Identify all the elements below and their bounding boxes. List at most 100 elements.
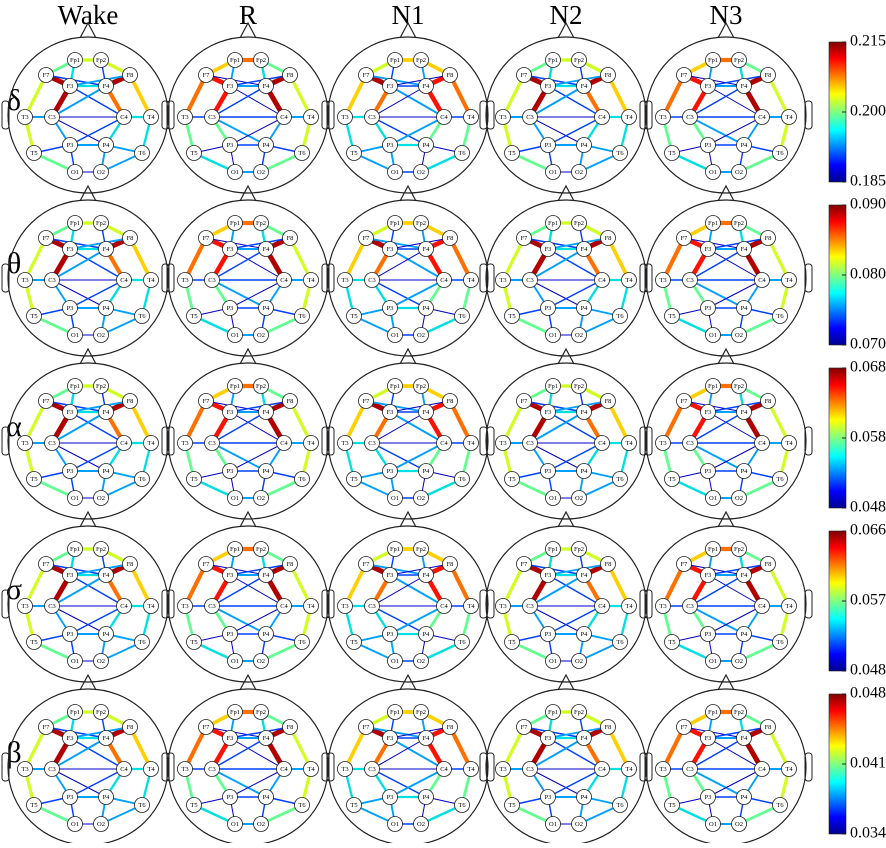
electrode [504,797,520,813]
electrode-label: T5 [508,639,515,646]
electrode [418,463,434,479]
electrode [62,300,78,316]
electrode-label: T4 [307,277,315,284]
column-title: N1 [392,0,425,30]
electrode [705,52,721,68]
head: Fp1 Fp2 F7 F3 F4 F8 T3 C3 C4 T4 T5 P3 P4 T6 O1 O2 [639,510,813,683]
connection [51,605,107,635]
connection [229,442,285,472]
connection [389,279,445,309]
electrode [258,404,274,420]
electrode [676,556,692,572]
electrode [258,241,274,257]
electrode-label: T4 [625,277,633,284]
electrode-label: T5 [190,476,197,483]
electrode [143,435,159,451]
electrode [227,653,243,669]
connection [529,442,585,472]
nose [717,21,735,39]
electrode [576,137,592,153]
colorbar-tick-label: 0.185 [850,173,886,190]
colorbar-tick-label: 0.066 [850,522,886,539]
electrode-label: O2 [417,495,425,502]
electrode [463,109,479,125]
electrode-label: F4 [103,735,111,742]
electrode [655,598,671,614]
electrode-label: O2 [97,332,105,339]
electrode [62,626,78,642]
electrode-label: F7 [681,561,689,568]
electrode-label: Fp1 [230,546,240,553]
electrode-label: O2 [575,169,583,176]
electrode [17,109,33,125]
connection [51,768,107,798]
connection [211,574,267,607]
electrode [358,556,374,572]
electrode [346,634,362,650]
connection [523,400,585,413]
electrode [540,241,556,257]
connection [69,237,131,250]
electrode [17,272,33,288]
electrode [736,78,752,94]
electrode [760,230,776,246]
ear [644,263,653,293]
nose [717,673,735,691]
electrode-label: F4 [423,572,431,579]
head: Fp1 Fp2 F7 F3 F4 F8 T3 C3 C4 T4 T5 P3 P4 T6 O1 O2 [321,673,495,846]
connection [69,768,125,798]
electrode-label: P3 [387,794,394,801]
electrode [545,378,561,394]
electrode [454,634,470,650]
band-label: α [6,410,22,443]
electrode-label: Fp1 [390,383,400,390]
electrode-label: F3 [227,83,234,90]
electrode [282,719,298,735]
electrode [294,471,310,487]
electrode-label: T5 [668,476,675,483]
connection [389,605,445,635]
electrode [122,719,138,735]
connection [689,605,745,635]
electrode-label: F3 [545,572,552,579]
electrode [736,789,752,805]
electrode-label: F8 [605,235,612,242]
ear [639,100,648,130]
electrode [522,435,538,451]
electrode-label: C3 [368,766,376,773]
connection [523,74,585,87]
electrode-label: O2 [735,821,743,828]
column-title: N2 [550,0,583,30]
electrode [134,634,150,650]
electrode-label: P4 [581,142,589,149]
electrode-label: F8 [605,561,612,568]
electrode-label: T6 [616,802,624,809]
electrode [98,78,114,94]
electrode [436,272,452,288]
electrode-label: T4 [307,603,315,610]
electrode [227,215,243,231]
connection [365,237,427,250]
ear [326,263,335,293]
electrode [454,471,470,487]
connection [229,248,285,281]
electrode [418,626,434,642]
electrode-label: F8 [287,235,294,242]
electrode [282,230,298,246]
electrode-label: F8 [127,561,134,568]
connection [229,411,285,444]
head: Fp1 Fp2 F7 F3 F4 F8 T3 C3 C4 T4 T5 P3 P4 T6 O1 O2 [1,510,175,683]
electrode [282,556,298,572]
electrode [93,327,109,343]
electrode [93,541,109,557]
electrode [337,598,353,614]
electrode-label: T3 [341,114,348,121]
electrode [571,653,587,669]
electrode-label: Fp1 [708,57,718,64]
electrode-label: T6 [616,639,624,646]
electrode-label: C4 [120,277,128,284]
electrode [682,109,698,125]
electrode [26,308,42,324]
nose [557,510,575,528]
